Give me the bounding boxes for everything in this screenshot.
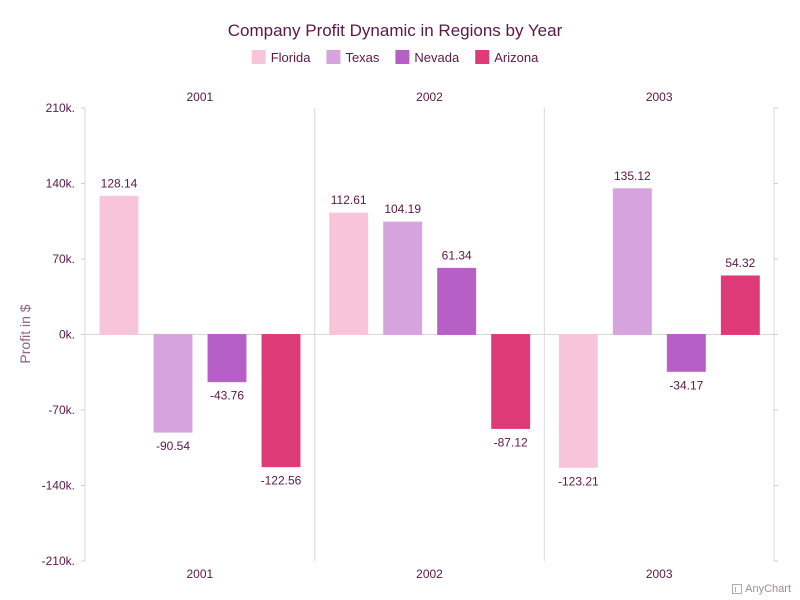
bar-arizona-2001[interactable] [261,334,301,468]
chart-title: Company Profit Dynamic in Regions by Yea… [228,21,563,40]
legend-swatch [475,50,490,64]
chart-logo-icon [732,584,743,594]
data-label: -90.54 [156,439,190,453]
legend-label: Arizona [494,50,539,65]
bar-texas-2001[interactable] [153,334,193,433]
y-tick-label: 70k. [52,252,75,266]
anychart-credit[interactable]: AnyChart [732,583,791,595]
legend-swatch [326,50,341,64]
x-category-label-top: 2001 [186,90,213,104]
bar-florida-2003[interactable] [558,334,598,468]
x-category-label-top: 2003 [646,90,673,104]
data-label: -43.76 [210,389,244,403]
data-label: 54.32 [725,256,755,270]
bar-arizona-2002[interactable] [491,334,531,429]
data-label: 104.19 [384,202,421,216]
bar-florida-2001[interactable] [99,195,139,335]
legend-item-nevada[interactable]: Nevada [395,50,460,65]
y-tick-label: -140k. [42,479,75,493]
y-tick-label: -210k. [42,554,75,568]
legend-swatch [251,50,266,64]
bar-nevada-2003[interactable] [666,334,706,372]
legend-item-arizona[interactable]: Arizona [475,50,539,65]
legend-swatch [395,50,410,64]
y-axis-title: Profit in $ [17,304,33,363]
x-category-label-bottom: 2001 [186,567,213,581]
y-tick-label: 0k. [59,328,75,342]
y-tick-label: 210k. [46,101,75,115]
data-label: -34.17 [669,378,703,392]
bar-nevada-2001[interactable] [207,334,247,383]
data-label: 61.34 [442,248,472,262]
legend-item-texas[interactable]: Texas [326,50,380,65]
credit-text: AnyChart [745,583,791,595]
bar-arizona-2003[interactable] [720,275,760,335]
data-label: -123.21 [558,474,599,488]
y-tick-label: 140k. [46,177,75,191]
data-label: 128.14 [101,176,138,190]
bar-nevada-2002[interactable] [437,267,477,335]
legend-label: Texas [345,50,379,65]
legend-item-florida[interactable]: Florida [251,50,312,65]
y-tick-label: -70k. [48,403,75,417]
data-label: 135.12 [614,169,651,183]
bar-texas-2003[interactable] [612,188,652,335]
legend: Florida Texas Nevada Arizona [251,50,539,65]
x-category-label-bottom: 2002 [416,567,443,581]
x-category-label-top: 2002 [416,90,443,104]
plot-area: 210k. 140k. 70k. 0k. -70k. -140k. -210k. 2001 20… [42,90,778,581]
legend-label: Nevada [414,50,460,65]
bar-texas-2002[interactable] [383,221,423,335]
x-category-label-bottom: 2003 [646,567,673,581]
legend-label: Florida [271,50,312,65]
data-label: -87.12 [494,435,528,449]
data-label: -122.56 [261,474,302,488]
bar-florida-2002[interactable] [329,212,369,335]
data-label: 112.61 [331,193,367,207]
